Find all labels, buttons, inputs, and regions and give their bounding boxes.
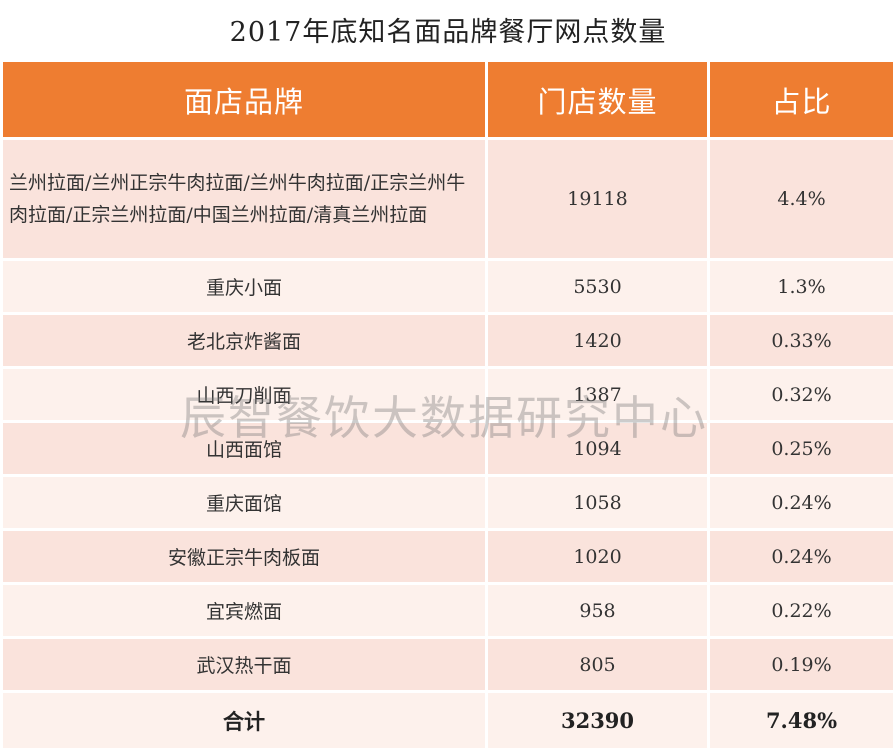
share-cell: 0.24% [710, 531, 893, 582]
total-share: 7.48% [710, 693, 893, 748]
header-brand: 面店品牌 [3, 62, 485, 137]
stores-cell: 1058 [488, 477, 707, 528]
stores-cell: 1020 [488, 531, 707, 582]
brand-cell: 宜宾燃面 [3, 585, 485, 636]
stores-cell: 1420 [488, 315, 707, 366]
share-cell: 0.22% [710, 585, 893, 636]
total-stores: 32390 [488, 693, 707, 748]
total-label: 合计 [3, 693, 485, 748]
header-stores: 门店数量 [488, 62, 707, 137]
stores-cell: 5530 [488, 261, 707, 312]
brand-cell: 兰州拉面/兰州正宗牛肉拉面/兰州牛肉拉面/正宗兰州牛肉拉面/正宗兰州拉面/中国兰… [3, 140, 485, 258]
store-count-table: 面店品牌 门店数量 占比 兰州拉面/兰州正宗牛肉拉面/兰州牛肉拉面/正宗兰州牛肉… [3, 62, 893, 748]
share-cell: 0.19% [710, 639, 893, 690]
stores-cell: 1387 [488, 369, 707, 420]
share-cell: 0.32% [710, 369, 893, 420]
stores-cell: 1094 [488, 423, 707, 474]
header-share: 占比 [710, 62, 893, 137]
share-cell: 0.25% [710, 423, 893, 474]
brand-cell: 重庆面馆 [3, 477, 485, 528]
stores-cell: 805 [488, 639, 707, 690]
page-title: 2017年底知名面品牌餐厅网点数量 [229, 16, 667, 48]
share-cell: 0.24% [710, 477, 893, 528]
brand-cell: 武汉热干面 [3, 639, 485, 690]
brand-cell: 安徽正宗牛肉板面 [3, 531, 485, 582]
brand-cell: 山西面馆 [3, 423, 485, 474]
share-cell: 0.33% [710, 315, 893, 366]
stores-cell: 958 [488, 585, 707, 636]
stores-cell: 19118 [488, 140, 707, 258]
share-cell: 4.4% [710, 140, 893, 258]
brand-cell: 山西刀削面 [3, 369, 485, 420]
share-cell: 1.3% [710, 261, 893, 312]
brand-cell: 老北京炸酱面 [3, 315, 485, 366]
brand-cell: 重庆小面 [3, 261, 485, 312]
